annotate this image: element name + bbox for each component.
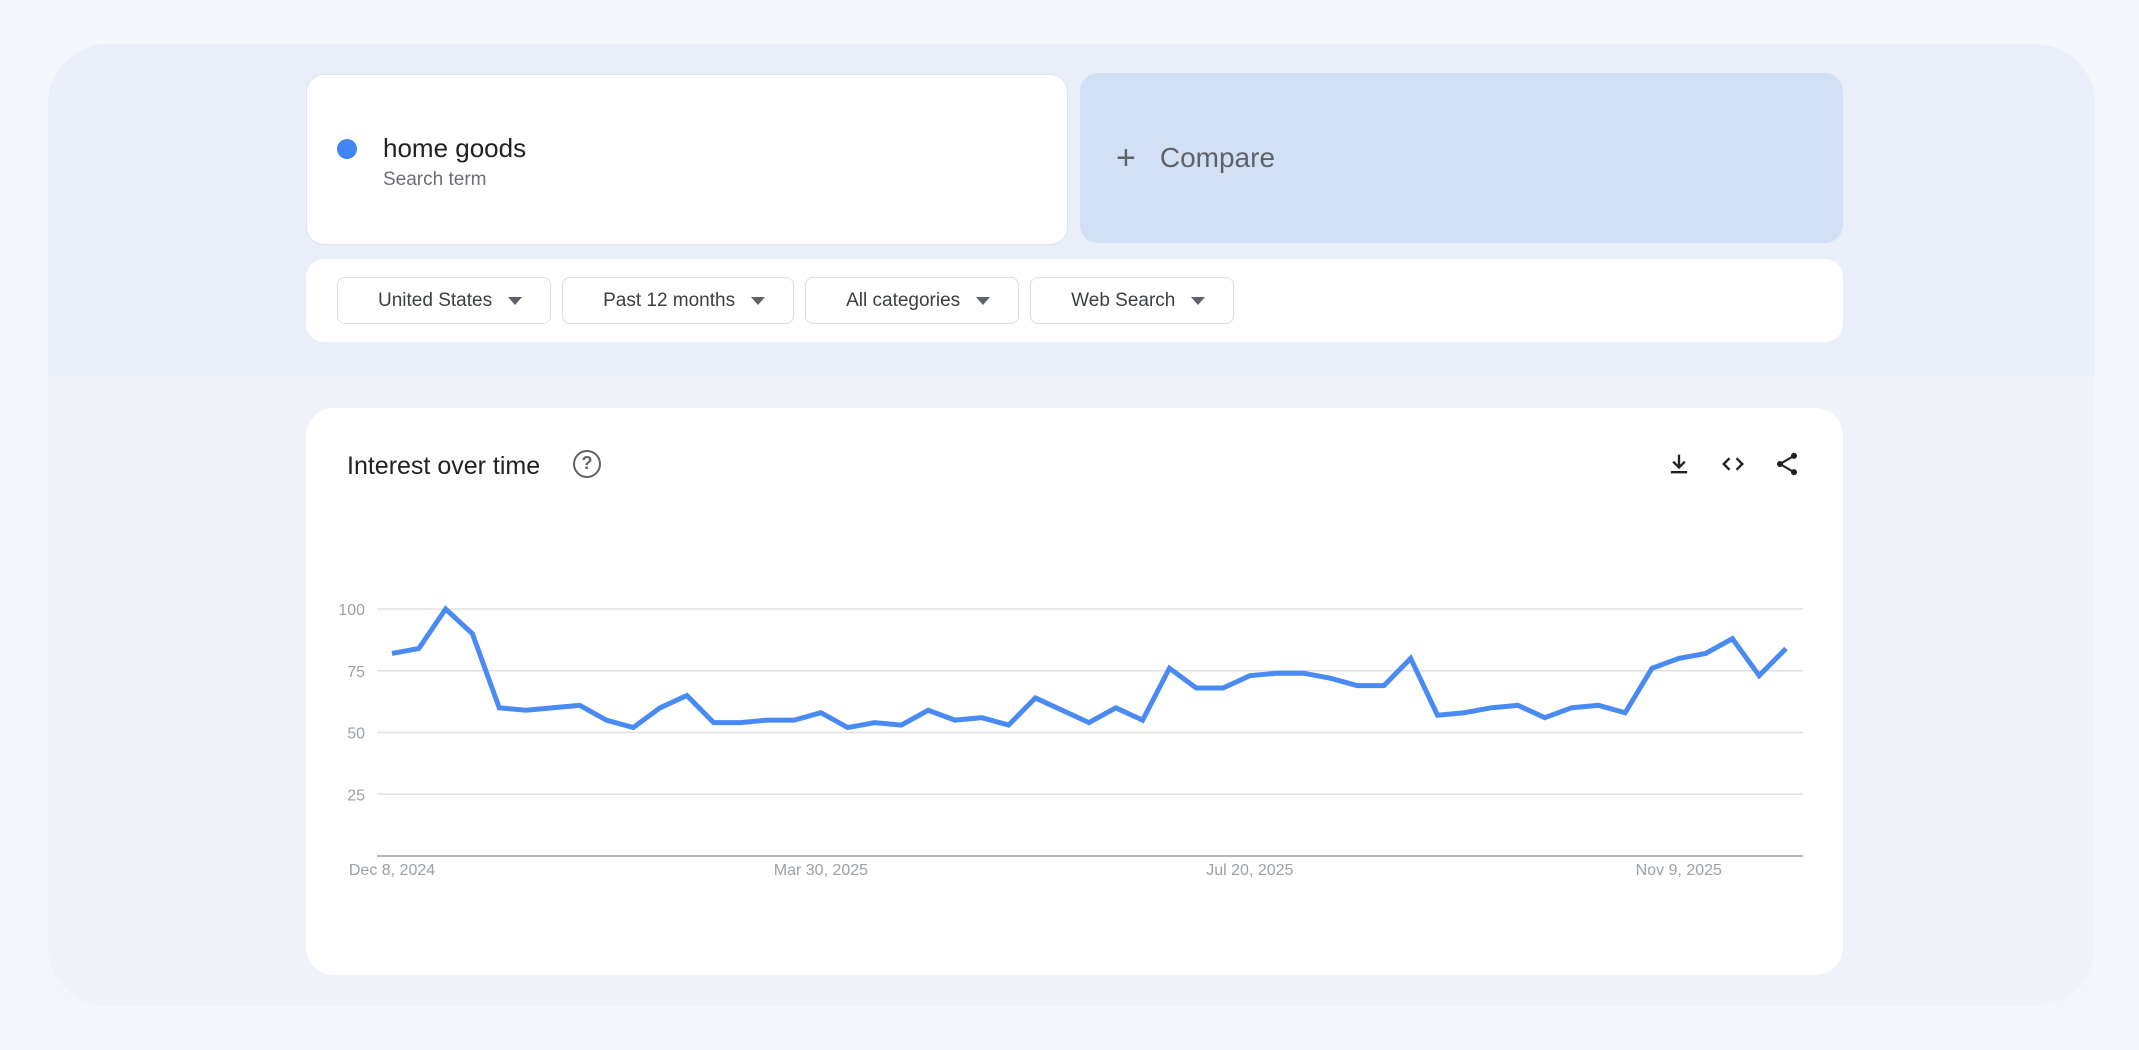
data-point[interactable] [520, 704, 532, 716]
y-tick-label: 25 [347, 787, 365, 804]
data-point[interactable] [1056, 704, 1068, 716]
dropdown-arrow-icon [508, 296, 523, 305]
dropdown-arrow-icon [976, 296, 991, 305]
x-tick-label: Dec 8, 2024 [349, 862, 435, 879]
interest-over-time-card: Interest over time ? 100 75 50 25 Dec 8, 202… [306, 408, 1843, 975]
data-point[interactable] [440, 603, 452, 615]
compare-button[interactable]: + Compare [1080, 73, 1843, 243]
data-point[interactable] [493, 702, 505, 714]
data-point[interactable] [1244, 670, 1256, 682]
dropdown-arrow-icon [1191, 296, 1206, 305]
x-tick-label: Nov 9, 2025 [1636, 862, 1722, 879]
data-point[interactable] [842, 722, 854, 734]
filter-label: Past 12 months [603, 289, 736, 311]
data-point[interactable] [1324, 672, 1336, 684]
plus-icon: + [1116, 138, 1136, 177]
y-tick-label: 50 [347, 726, 365, 743]
data-point[interactable] [654, 702, 666, 714]
data-point[interactable] [1110, 702, 1122, 714]
data-point[interactable] [1485, 702, 1497, 714]
data-point[interactable] [1083, 717, 1095, 729]
series-line [391, 605, 1788, 731]
y-tick-label: 100 [338, 602, 365, 619]
data-point[interactable] [869, 717, 881, 729]
data-point[interactable] [1566, 702, 1578, 714]
data-point[interactable] [895, 719, 907, 731]
filter-bar: United States Past 12 months All categor… [306, 259, 1843, 342]
filter-label: United States [378, 289, 493, 311]
data-point[interactable] [922, 704, 934, 716]
data-point[interactable] [976, 712, 988, 724]
share-icon[interactable] [1773, 450, 1801, 478]
series-color-dot [337, 139, 357, 159]
data-point[interactable] [761, 714, 773, 726]
data-point[interactable] [1137, 714, 1149, 726]
search-term[interactable]: home goods [383, 133, 527, 163]
data-point[interactable] [1378, 680, 1390, 692]
dropdown-arrow-icon [751, 296, 766, 305]
data-point[interactable] [1297, 667, 1309, 679]
data-point[interactable] [627, 722, 639, 734]
filter-category[interactable]: All categories [805, 277, 1020, 324]
data-point[interactable] [1458, 707, 1470, 719]
data-point[interactable] [1405, 652, 1417, 664]
data-point[interactable] [815, 707, 827, 719]
data-point[interactable] [600, 714, 612, 726]
data-point[interactable] [1512, 699, 1524, 711]
data-point[interactable] [681, 689, 693, 701]
y-tick-label: 75 [347, 664, 365, 681]
data-point[interactable] [1646, 662, 1658, 674]
data-point[interactable] [1163, 662, 1175, 674]
data-point[interactable] [708, 717, 720, 729]
data-point[interactable] [735, 717, 747, 729]
data-point[interactable] [466, 628, 478, 640]
data-point[interactable] [413, 643, 425, 655]
help-icon[interactable]: ? [573, 450, 601, 478]
filter-label: Web Search [1071, 289, 1176, 311]
data-point[interactable] [1700, 647, 1712, 659]
filter-search-type[interactable]: Web Search [1030, 277, 1235, 324]
data-point[interactable] [1029, 692, 1041, 704]
data-point[interactable] [1619, 707, 1631, 719]
data-point[interactable] [1432, 709, 1444, 721]
data-point[interactable] [949, 714, 961, 726]
data-point[interactable] [386, 647, 398, 659]
data-point[interactable] [1726, 633, 1738, 645]
data-point[interactable] [1592, 699, 1604, 711]
data-point[interactable] [788, 714, 800, 726]
search-term-subtitle: Search term [383, 169, 487, 190]
filter-label: All categories [846, 289, 961, 311]
data-point[interactable] [1003, 719, 1015, 731]
x-tick-label: Mar 30, 2025 [774, 862, 868, 879]
search-term-card[interactable]: home goods Search term [306, 74, 1068, 245]
data-point[interactable] [1539, 712, 1551, 724]
download-icon[interactable] [1665, 450, 1693, 478]
data-point[interactable] [1271, 667, 1283, 679]
chart-title: Interest over time [347, 452, 541, 480]
data-point[interactable] [574, 699, 586, 711]
line-chart: 100 75 50 25 Dec 8, 2024 Mar 30, 2025 Jul 20, … [338, 602, 1803, 879]
data-point[interactable] [1780, 643, 1792, 655]
data-point[interactable] [1217, 682, 1229, 694]
embed-icon[interactable] [1719, 450, 1747, 478]
x-tick-label: Jul 20, 2025 [1206, 862, 1293, 879]
compare-label: Compare [1159, 142, 1276, 173]
data-point[interactable] [1351, 680, 1363, 692]
data-point[interactable] [547, 702, 559, 714]
data-point[interactable] [1190, 682, 1202, 694]
data-point[interactable] [1673, 652, 1685, 664]
filter-time[interactable]: Past 12 months [562, 277, 795, 324]
data-point[interactable] [1753, 670, 1765, 682]
filter-region[interactable]: United States [337, 277, 552, 324]
